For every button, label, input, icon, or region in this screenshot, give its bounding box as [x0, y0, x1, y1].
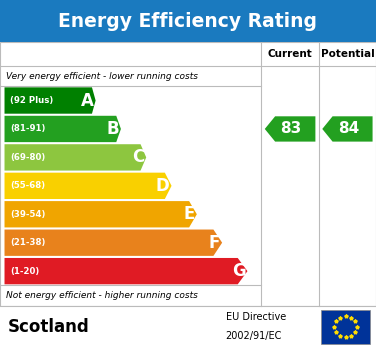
Polygon shape	[265, 116, 315, 142]
Bar	[0, 306, 376, 348]
Polygon shape	[5, 173, 171, 199]
Text: 83: 83	[280, 121, 302, 136]
Polygon shape	[5, 144, 146, 171]
Text: (55-68): (55-68)	[10, 181, 45, 190]
Text: (92 Plus): (92 Plus)	[10, 96, 53, 105]
Polygon shape	[5, 116, 121, 142]
Bar	[0, 42, 376, 306]
Polygon shape	[322, 116, 373, 142]
Text: C: C	[132, 148, 144, 166]
Text: (39-54): (39-54)	[10, 210, 45, 219]
Polygon shape	[5, 87, 96, 114]
Text: (1-20): (1-20)	[10, 267, 39, 276]
Text: Very energy efficient - lower running costs: Very energy efficient - lower running co…	[6, 72, 199, 81]
Text: (81-91): (81-91)	[10, 125, 45, 134]
Text: B: B	[106, 120, 119, 138]
Text: F: F	[209, 234, 220, 252]
Text: Not energy efficient - higher running costs: Not energy efficient - higher running co…	[6, 291, 198, 300]
Text: G: G	[232, 262, 246, 280]
Bar	[321, 310, 370, 344]
Text: 2002/91/EC: 2002/91/EC	[226, 331, 282, 341]
Text: (21-38): (21-38)	[10, 238, 45, 247]
Text: Scotland: Scotland	[8, 318, 89, 336]
Text: D: D	[156, 177, 170, 195]
Text: 84: 84	[338, 121, 359, 136]
Bar	[0, 0, 376, 42]
Text: E: E	[183, 205, 195, 223]
Polygon shape	[5, 258, 247, 284]
Text: Current: Current	[268, 49, 312, 59]
Polygon shape	[5, 201, 197, 228]
Polygon shape	[5, 230, 222, 256]
Text: Energy Efficiency Rating: Energy Efficiency Rating	[59, 12, 317, 31]
Text: (69-80): (69-80)	[10, 153, 45, 162]
Text: A: A	[81, 92, 94, 110]
Text: Potential: Potential	[321, 49, 374, 59]
Text: EU Directive: EU Directive	[226, 313, 286, 323]
